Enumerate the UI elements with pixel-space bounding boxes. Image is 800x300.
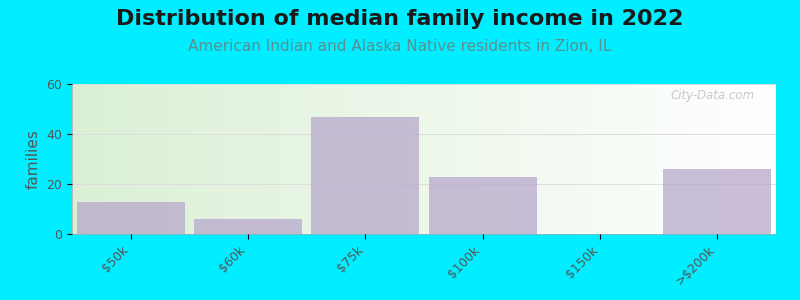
- Bar: [429, 176, 537, 234]
- Y-axis label: families: families: [26, 129, 41, 189]
- Text: Distribution of median family income in 2022: Distribution of median family income in …: [116, 9, 684, 29]
- Bar: [663, 169, 771, 234]
- Bar: [77, 202, 185, 234]
- Text: City-Data.com: City-Data.com: [670, 88, 755, 101]
- Bar: [194, 219, 302, 234]
- Bar: [311, 116, 419, 234]
- Text: American Indian and Alaska Native residents in Zion, IL: American Indian and Alaska Native reside…: [188, 39, 612, 54]
